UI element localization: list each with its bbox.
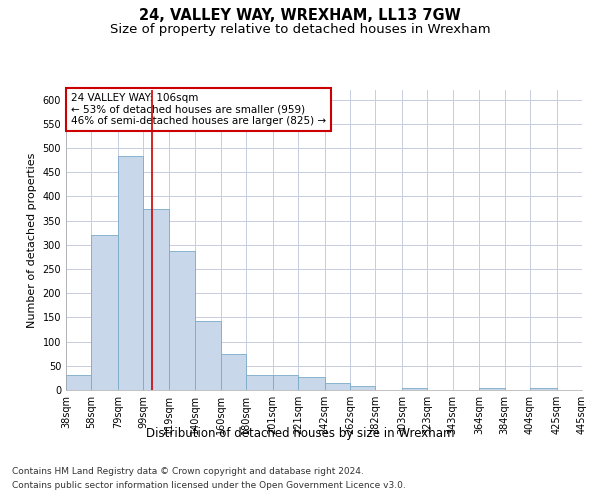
- Text: 24, VALLEY WAY, WREXHAM, LL13 7GW: 24, VALLEY WAY, WREXHAM, LL13 7GW: [139, 8, 461, 22]
- Bar: [350, 386, 376, 390]
- Bar: [479, 388, 505, 390]
- Y-axis label: Number of detached properties: Number of detached properties: [27, 152, 37, 328]
- Text: Contains HM Land Registry data © Crown copyright and database right 2024.: Contains HM Land Registry data © Crown c…: [12, 467, 364, 476]
- Bar: [582, 388, 600, 390]
- Text: 24 VALLEY WAY: 106sqm
← 53% of detached houses are smaller (959)
46% of semi-det: 24 VALLEY WAY: 106sqm ← 53% of detached …: [71, 93, 326, 126]
- Text: Contains public sector information licensed under the Open Government Licence v3: Contains public sector information licen…: [12, 481, 406, 490]
- Bar: [402, 388, 427, 390]
- Bar: [272, 376, 298, 390]
- Bar: [169, 251, 196, 390]
- Bar: [325, 382, 350, 390]
- Bar: [298, 377, 325, 390]
- Bar: [530, 388, 557, 390]
- Bar: [246, 374, 272, 390]
- Bar: [196, 321, 221, 390]
- Bar: [143, 208, 169, 390]
- Text: Size of property relative to detached houses in Wrexham: Size of property relative to detached ho…: [110, 22, 490, 36]
- Bar: [118, 156, 143, 390]
- Text: Distribution of detached houses by size in Wrexham: Distribution of detached houses by size …: [146, 428, 454, 440]
- Bar: [91, 235, 118, 390]
- Bar: [221, 354, 246, 390]
- Bar: [66, 374, 91, 390]
